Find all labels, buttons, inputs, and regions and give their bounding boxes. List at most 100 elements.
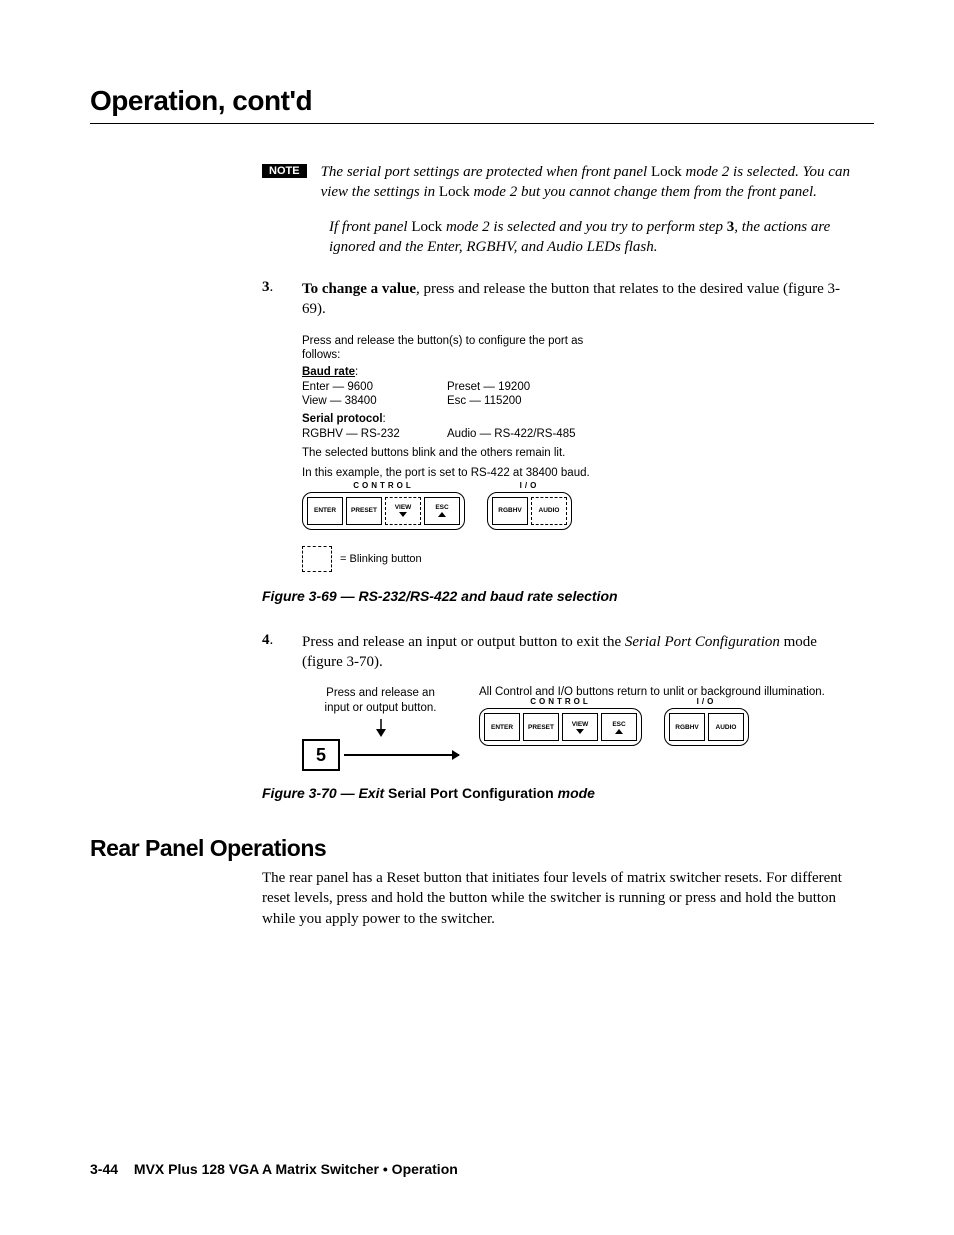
fig370-preset-button[interactable]: PRESET (523, 713, 559, 741)
enter-button-label: ENTER (314, 507, 336, 514)
rear-panel-body: The rear panel has a Reset button that i… (262, 868, 854, 929)
esc-button[interactable]: ESC (424, 497, 460, 525)
arrow-right-icon (344, 754, 459, 756)
fig369-panel-row: CONTROL ENTER PRESET VIEW ESC I/O RGBHV … (302, 492, 854, 530)
preset-button[interactable]: PRESET (346, 497, 382, 525)
step3-body: To change a value, press and release the… (302, 279, 854, 320)
fig369-baud-label-row: Baud rate: (302, 365, 854, 379)
fig370-caption: Figure 3-70 — Exit Serial Port Configura… (262, 785, 854, 801)
note2-pre: If front panel (329, 219, 411, 235)
io-group-label: I/O (517, 481, 543, 490)
fig370-control-group: CONTROL ENTER PRESET VIEW ESC (479, 708, 642, 746)
enter-button[interactable]: ENTER (307, 497, 343, 525)
fig370-input-row: 5 (302, 739, 459, 771)
fig369-serial-label: Serial protocol (302, 413, 383, 425)
preset-button-label: PRESET (351, 507, 377, 514)
input-button-5-label: 5 (316, 745, 326, 766)
fig369-enter: Enter — 9600 (302, 380, 447, 394)
fig369-serial-label-row: Serial protocol: (302, 412, 854, 426)
note1-lock1: Lock (651, 164, 682, 180)
fig369-preset: Preset — 19200 (447, 380, 854, 394)
audio-button[interactable]: AUDIO (531, 497, 567, 525)
audio-button-label: AUDIO (539, 507, 560, 514)
fig370-rgbhv-label: RGBHV (675, 724, 698, 731)
fig370-left-col: Press and release an input or output but… (302, 686, 459, 771)
fig369-baud-grid: Enter — 9600 Preset — 19200 View — 38400… (302, 380, 854, 409)
step4-num: 4. (262, 632, 302, 673)
fig369-serial-colon: : (383, 413, 386, 425)
page-number: 3-44 (90, 1161, 118, 1177)
page-header: Operation, cont'd (90, 85, 874, 117)
fig370-control-group-label: CONTROL (527, 697, 594, 706)
step3-dot: . (270, 279, 274, 295)
esc-button-label: ESC (435, 504, 448, 511)
note-row-1: NOTE The serial port settings are protec… (262, 162, 854, 203)
header-rule (90, 123, 874, 124)
view-button[interactable]: VIEW (385, 497, 421, 525)
fig369-blinktext: The selected buttons blink and the other… (302, 446, 854, 460)
note1-pre: The serial port settings are protected w… (321, 164, 651, 180)
io-buttons: RGBHV AUDIO (487, 492, 572, 530)
control-group: CONTROL ENTER PRESET VIEW ESC (302, 492, 465, 530)
step3-block: 3. To change a value, press and release … (262, 279, 854, 801)
step3-row: 3. To change a value, press and release … (262, 279, 854, 320)
control-group-label: CONTROL (350, 481, 417, 490)
fig370-tri-up-icon (615, 729, 623, 734)
note-text-2: If front panel Lock mode 2 is selected a… (329, 217, 854, 258)
doc-title: MVX Plus 128 VGA A Matrix Switcher • Ope… (134, 1161, 458, 1177)
fig370-esc-label: ESC (612, 721, 625, 728)
view-tri-down-icon (399, 512, 407, 517)
fig370-tri-down-icon (576, 729, 584, 734)
step3-num-val: 3 (262, 279, 270, 295)
page: Operation, cont'd NOTE The serial port s… (0, 0, 954, 969)
step3-num: 3. (262, 279, 302, 320)
fig369-serial-grid: RGBHV — RS-232 Audio — RS-422/RS-485 (302, 427, 854, 441)
fig370-panel-row: CONTROL ENTER PRESET VIEW ESC I/O R (479, 708, 854, 746)
fig370-caption-non: Serial Port Configuration (388, 785, 554, 801)
step4-dot: . (270, 632, 274, 648)
blink-legend: = Blinking button (302, 546, 854, 572)
esc-tri-up-icon (438, 512, 446, 517)
fig370-rgbhv-button[interactable]: RGBHV (669, 713, 705, 741)
fig370-control-buttons: ENTER PRESET VIEW ESC (479, 708, 642, 746)
note2-lock: Lock (411, 219, 442, 235)
fig370-esc-button[interactable]: ESC (601, 713, 637, 741)
figure-3-70: Press and release an input or output but… (302, 686, 854, 771)
view-button-label: VIEW (395, 504, 412, 511)
control-buttons: ENTER PRESET VIEW ESC (302, 492, 465, 530)
note1-end: mode 2 but you cannot change them from t… (470, 184, 817, 200)
fig369-audio: Audio — RS-422/RS-485 (447, 427, 854, 441)
fig369-baud-label: Baud rate (302, 366, 355, 378)
fig370-audio-button[interactable]: AUDIO (708, 713, 744, 741)
note1-lock2: Lock (439, 184, 470, 200)
figure-3-69: Press and release the button(s) to confi… (302, 334, 854, 572)
fig370-right-col: All Control and I/O buttons return to un… (479, 686, 854, 746)
rear-panel-body-block: The rear panel has a Reset button that i… (262, 868, 854, 929)
rgbhv-button[interactable]: RGBHV (492, 497, 528, 525)
step4-body: Press and release an input or output but… (302, 632, 854, 673)
note2-mid: mode 2 is selected and you try to perfor… (442, 219, 727, 235)
step4-pre: Press and release an input or output but… (302, 634, 625, 650)
step3-bold: To change a value (302, 281, 416, 297)
note-text-1: The serial port settings are protected w… (321, 162, 854, 203)
fig370-press-label: Press and release an input or output but… (318, 686, 443, 715)
fig370-row: Press and release an input or output but… (302, 686, 854, 771)
fig369-intro: Press and release the button(s) to confi… (302, 334, 592, 363)
step4-row: 4. Press and release an input or output … (262, 632, 854, 673)
fig370-view-label: VIEW (572, 721, 589, 728)
arrow-down-icon (374, 719, 388, 737)
fig370-io-group: I/O RGBHV AUDIO (664, 708, 749, 746)
rear-panel-heading: Rear Panel Operations (90, 835, 874, 862)
fig370-view-button[interactable]: VIEW (562, 713, 598, 741)
fig370-enter-button[interactable]: ENTER (484, 713, 520, 741)
step4-italic: Serial Port Configuration (625, 634, 780, 650)
step4-num-val: 4 (262, 632, 270, 648)
blink-legend-box (302, 546, 332, 572)
fig369-rgbhv: RGBHV — RS-232 (302, 427, 447, 441)
fig369-view: View — 38400 (302, 394, 447, 408)
fig370-preset-label: PRESET (528, 724, 554, 731)
fig369-caption: Figure 3-69 — RS-232/RS-422 and baud rat… (262, 588, 854, 604)
input-button-5[interactable]: 5 (302, 739, 340, 771)
fig370-io-group-label: I/O (694, 697, 720, 706)
fig370-audio-label: AUDIO (716, 724, 737, 731)
